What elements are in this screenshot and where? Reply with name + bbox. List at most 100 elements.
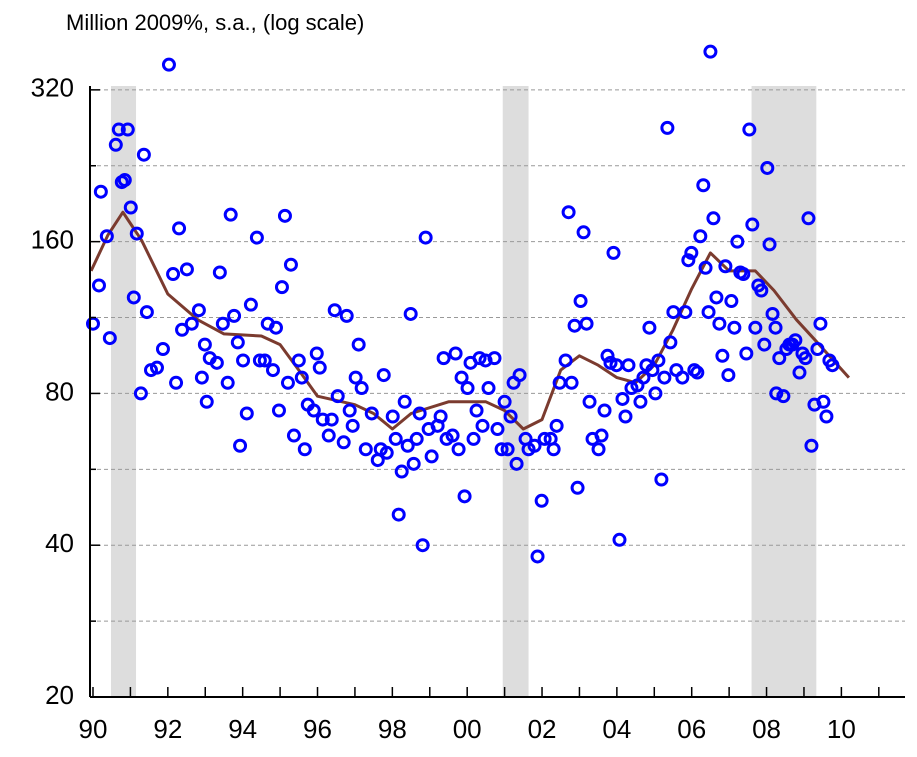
point: [330, 389, 345, 404]
point: [291, 353, 306, 368]
point: [155, 341, 170, 356]
point: [120, 122, 135, 137]
point: [126, 290, 141, 305]
point: [129, 226, 144, 241]
point: [500, 442, 515, 457]
point: [567, 318, 582, 333]
point: [209, 355, 224, 370]
point: [406, 456, 421, 471]
points: [85, 44, 840, 564]
point: [530, 549, 545, 564]
y-tick-label: 160: [31, 225, 74, 255]
point: [736, 267, 751, 282]
point: [212, 265, 227, 280]
point: [179, 262, 194, 277]
point: [654, 472, 669, 487]
point: [579, 316, 594, 331]
point: [573, 294, 588, 309]
point: [481, 381, 496, 396]
point: [760, 160, 775, 175]
point: [175, 322, 190, 337]
point: [816, 394, 831, 409]
y-tick-label: 80: [45, 376, 74, 406]
point: [215, 316, 230, 331]
x-tick-label: 90: [79, 714, 108, 744]
point: [466, 431, 481, 446]
point: [342, 403, 357, 418]
x-tick-label: 94: [228, 714, 257, 744]
point: [385, 409, 400, 424]
point: [600, 348, 615, 363]
point: [283, 257, 298, 272]
point: [327, 303, 342, 318]
point: [621, 358, 636, 373]
point: [93, 184, 108, 199]
point: [633, 394, 648, 409]
point: [436, 351, 451, 366]
point: [265, 363, 280, 378]
point: [512, 368, 527, 383]
point: [376, 368, 391, 383]
point: [678, 305, 693, 320]
point: [324, 412, 339, 427]
point: [451, 442, 466, 457]
x-tick-label: 08: [752, 714, 781, 744]
point: [804, 438, 819, 453]
point: [718, 259, 733, 274]
point: [348, 370, 363, 385]
point: [172, 221, 187, 236]
point: [606, 245, 621, 260]
point: [792, 365, 807, 380]
point: [642, 320, 657, 335]
point: [684, 245, 699, 260]
point: [271, 403, 286, 418]
point: [136, 147, 151, 162]
y-tick-label: 20: [45, 680, 74, 710]
point: [277, 208, 292, 223]
point: [161, 57, 176, 72]
point: [197, 337, 212, 352]
point: [576, 225, 591, 240]
point: [648, 386, 663, 401]
point: [715, 348, 730, 363]
point: [400, 438, 415, 453]
point: [597, 403, 612, 418]
point: [249, 230, 264, 245]
point: [321, 428, 336, 443]
point: [409, 431, 424, 446]
trend-line: [89, 210, 851, 431]
point: [681, 253, 696, 268]
y-tick-label: 40: [45, 528, 74, 558]
point: [364, 406, 379, 421]
point: [690, 365, 705, 380]
point: [693, 229, 708, 244]
point: [166, 267, 181, 282]
point: [379, 445, 394, 460]
point: [199, 394, 214, 409]
point: [527, 438, 542, 453]
x-tick-label: 98: [378, 714, 407, 744]
point: [280, 375, 295, 390]
point: [306, 403, 321, 418]
point: [358, 442, 373, 457]
point: [418, 230, 433, 245]
point: [721, 368, 736, 383]
point: [230, 335, 245, 350]
point: [487, 351, 502, 366]
point: [223, 207, 238, 222]
point: [494, 442, 509, 457]
point: [102, 331, 117, 346]
point: [123, 200, 138, 215]
point: [769, 386, 784, 401]
x-tick-label: 10: [827, 714, 856, 744]
point: [503, 409, 518, 424]
point: [724, 294, 739, 309]
point: [768, 320, 783, 335]
point: [415, 538, 430, 553]
point: [388, 431, 403, 446]
point: [675, 370, 690, 385]
point: [111, 122, 126, 137]
point: [345, 418, 360, 433]
x-tick-label: 92: [153, 714, 182, 744]
